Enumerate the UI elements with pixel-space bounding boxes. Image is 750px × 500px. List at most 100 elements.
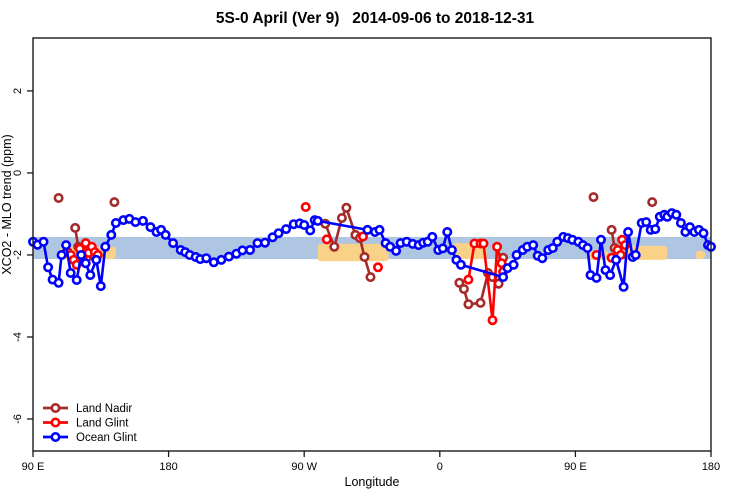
ocean-glint-marker — [591, 272, 602, 283]
ocean-glint-marker — [508, 259, 519, 270]
ocean-glint-marker — [446, 245, 457, 256]
ocean-glint-marker — [605, 270, 616, 281]
y-tick-label: -4 — [12, 332, 24, 342]
ocean-glint-marker — [216, 254, 227, 265]
land-glint-marker — [478, 238, 489, 249]
y-axis-label: XCO2 - MLO trend (ppm) — [0, 134, 14, 274]
land-nadir-marker — [475, 297, 486, 308]
land-glint-marker — [300, 202, 311, 213]
ocean-glint-marker — [43, 262, 54, 273]
ocean-glint-marker — [138, 215, 149, 226]
ocean-glint-marker — [611, 254, 622, 265]
ocean-glint-marker — [374, 224, 385, 235]
plot-box — [32, 37, 712, 452]
ocean-glint-marker — [106, 229, 117, 240]
land-mean-band — [695, 250, 705, 260]
ocean-glint-marker — [95, 281, 106, 292]
land-glint-marker — [487, 315, 498, 326]
ocean-glint-marker — [528, 240, 539, 251]
land-mean-band — [317, 243, 389, 262]
ocean-glint-marker — [76, 250, 87, 261]
ocean-glint-marker — [56, 250, 67, 261]
legend-label-land-nadir: Land Nadir — [76, 403, 132, 415]
land-glint-marker — [496, 258, 507, 269]
ocean-glint-marker — [145, 222, 156, 233]
y-tick-label: 2 — [12, 88, 24, 94]
ocean-glint-marker — [130, 217, 141, 228]
ocean-glint-marker — [552, 236, 563, 247]
x-tick-label: 180 — [702, 461, 720, 473]
y-tick-label: 0 — [12, 170, 24, 176]
land-glint-marker — [492, 241, 503, 252]
ocean-glint-marker — [201, 253, 212, 264]
legend-marker-land-nadir — [50, 402, 61, 413]
land-nadir-marker — [109, 197, 120, 208]
ocean-glint-marker — [299, 220, 310, 231]
ocean-glint-marker — [61, 240, 72, 251]
y-tick-label: -6 — [12, 414, 24, 424]
ocean-glint-marker — [65, 267, 76, 278]
land-nadir-marker — [336, 213, 347, 224]
y-tick-label: -2 — [12, 250, 24, 260]
ocean-glint-marker — [623, 227, 634, 238]
ocean-glint-marker — [442, 227, 453, 238]
ocean-glint-marker — [305, 225, 316, 236]
ocean-glint-marker — [511, 250, 522, 261]
ocean-glint-marker — [312, 215, 323, 226]
land-nadir-marker — [458, 283, 469, 294]
land-nadir-marker — [463, 299, 474, 310]
land-nadir-marker — [359, 252, 370, 263]
ocean-glint-marker — [455, 259, 466, 270]
x-tick-label: 90 E — [22, 461, 45, 473]
land-glint-marker — [372, 262, 383, 273]
ocean-glint-marker — [91, 254, 102, 265]
ocean-glint-marker — [671, 209, 682, 220]
ocean-glint-marker — [281, 224, 292, 235]
land-glint-marker — [357, 231, 368, 242]
land-nadir-marker — [606, 224, 617, 235]
land-nadir-marker — [454, 277, 465, 288]
ocean-glint-marker — [675, 218, 686, 229]
x-tick-label: 180 — [159, 461, 177, 473]
ocean-glint-marker — [437, 243, 448, 254]
ocean-glint-marker — [160, 229, 171, 240]
x-axis-label: Longitude — [345, 475, 400, 489]
legend-label-land-glint: Land Glint — [76, 418, 129, 430]
ocean-glint-marker — [498, 272, 509, 283]
chart-title: 5S-0 April (Ver 9) 2014-09-06 to 2018-12… — [215, 10, 535, 27]
ocean-glint-marker — [698, 228, 709, 239]
land-glint-marker — [463, 274, 474, 285]
land-nadir-marker — [341, 202, 352, 213]
legend-marker-land-glint — [50, 417, 61, 428]
ocean-glint-marker — [259, 237, 270, 248]
ocean-glint-marker — [537, 253, 548, 264]
ocean-glint-marker — [427, 231, 438, 242]
ocean-glint-marker — [273, 228, 284, 239]
ocean-glint-marker — [71, 274, 82, 285]
ocean-glint-marker — [391, 245, 402, 256]
ocean-glint-marker — [38, 236, 49, 247]
land-nadir-marker — [365, 272, 376, 283]
x-tick-label: 90 W — [291, 461, 317, 473]
x-tick-label: 0 — [437, 461, 443, 473]
ocean-glint-marker — [168, 238, 179, 249]
ocean-glint-marker — [630, 250, 641, 261]
x-tick-label: 90 E — [564, 461, 587, 473]
land-nadir-marker — [70, 222, 81, 233]
land-nadir-marker — [588, 192, 599, 203]
ocean-glint-marker — [547, 243, 558, 254]
ocean-glint-marker — [618, 281, 629, 292]
ocean-glint-marker — [595, 234, 606, 245]
land-glint-marker — [321, 234, 332, 245]
ocean-glint-marker — [80, 258, 91, 269]
legend-label-ocean-glint: Ocean Glint — [76, 432, 138, 444]
ocean-glint-marker — [237, 245, 248, 256]
land-nadir-marker — [53, 193, 64, 204]
ocean-glint-marker — [245, 245, 256, 256]
land-nadir-marker — [647, 197, 658, 208]
ocean-glint-marker — [53, 277, 64, 288]
land-nadir-marker — [329, 241, 340, 252]
ocean-glint-marker — [650, 224, 661, 235]
